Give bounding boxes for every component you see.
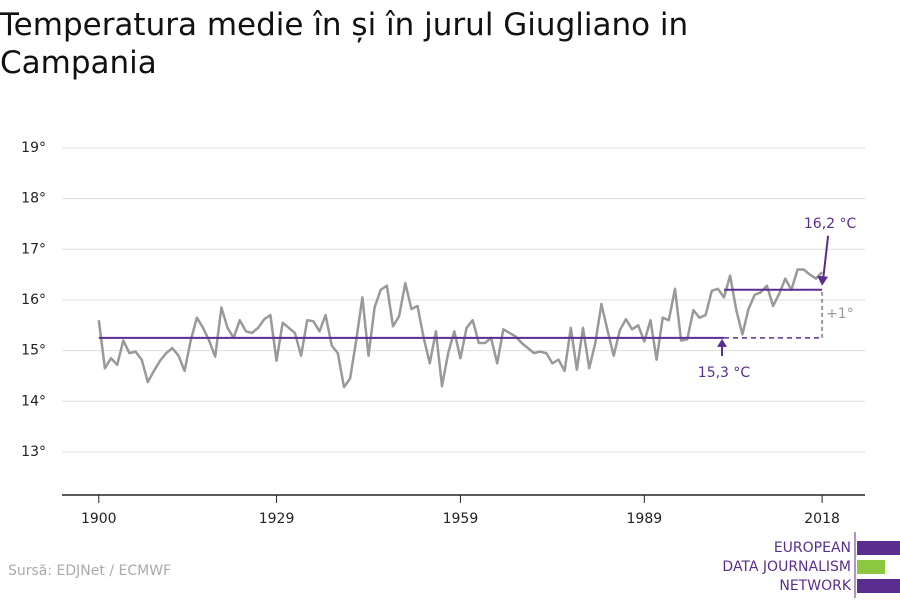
y-tick-label: 17° [21,241,46,257]
x-tick-label: 1959 [443,511,479,527]
x-tick-label: 2018 [804,511,840,527]
temperature-line [97,268,824,389]
annotation: 15,3 °C [698,365,751,381]
x-tick-label: 1900 [81,511,117,527]
y-tick-label: 19° [21,140,46,156]
y-tick-label: 14° [21,393,46,409]
y-tick-label: 15° [21,343,46,359]
logo-bar [857,541,900,555]
annotation-arrow [822,235,830,280]
y-tick-label: 18° [21,191,46,207]
logo-text: NETWORK [779,578,851,594]
source: Sursă: EDJNet / ECMWF [8,563,171,579]
difference-label: +1° [826,306,854,322]
x-tick-label: 1989 [627,511,663,527]
annotation: 16,2 °C [804,216,857,232]
x-tick-label: 1929 [259,511,295,527]
chart-title: Temperatura medie în și în jurul Giuglia… [0,7,689,81]
logo-bar [857,579,900,593]
y-tick-label: 13° [21,444,46,460]
y-tick-label: 16° [21,292,46,308]
logo-text: DATA JOURNALISM [722,559,851,575]
logo-bar [857,560,885,574]
logo-text: EUROPEAN [774,540,851,556]
arrow-head [817,275,829,286]
arrow-head [717,338,728,347]
